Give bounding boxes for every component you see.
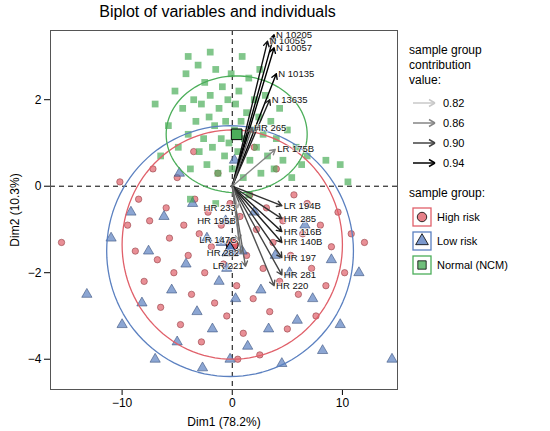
svg-text:contribution: contribution	[409, 58, 471, 72]
svg-text:Low risk: Low risk	[437, 235, 478, 247]
svg-text:value:: value:	[409, 73, 441, 87]
svg-text:N 10205: N 10205	[276, 28, 312, 40]
svg-text:LR 175B: LR 175B	[277, 143, 314, 154]
svg-text:0.94: 0.94	[443, 157, 464, 169]
svg-text:sample group: sample group	[409, 43, 482, 57]
svg-text:N 13635: N 13635	[272, 94, 308, 105]
svg-text:Dim1 (78.2%): Dim1 (78.2%)	[187, 415, 260, 429]
svg-text:0.90: 0.90	[443, 137, 464, 149]
svg-text:0: 0	[35, 179, 42, 193]
svg-text:HR 285: HR 285	[284, 213, 316, 224]
svg-text:HR 116B: HR 116B	[284, 226, 322, 237]
html-text:Biplot of variables and indivi: Biplot of variables and individuals	[99, 3, 336, 20]
svg-text:10: 10	[336, 396, 350, 410]
svg-text:HR 140B: HR 140B	[284, 236, 323, 247]
svg-text:HR 281: HR 281	[284, 269, 316, 280]
svg-text:HR 195B: HR 195B	[197, 215, 236, 226]
svg-text:−2: −2	[28, 266, 42, 280]
svg-text:HR 220: HR 220	[276, 280, 308, 291]
svg-text:LR 147C: LR 147C	[199, 234, 237, 245]
svg-text:High risk: High risk	[437, 211, 480, 223]
svg-text:HR 282: HR 282	[207, 247, 239, 258]
svg-text:N 10057: N 10057	[276, 42, 312, 53]
svg-text:LR 221: LR 221	[213, 260, 244, 271]
svg-text:HR 197: HR 197	[284, 252, 316, 263]
svg-text:2: 2	[35, 93, 42, 107]
svg-text:LR 194B: LR 194B	[284, 200, 321, 211]
svg-text:N 10135: N 10135	[278, 68, 314, 79]
svg-text:HR 265: HR 265	[254, 122, 286, 133]
svg-text:Dim2 (10.3%): Dim2 (10.3%)	[8, 173, 22, 246]
svg-text:−4: −4	[28, 352, 42, 366]
svg-text:Normal (NCM): Normal (NCM)	[437, 259, 508, 271]
svg-text:0: 0	[229, 396, 236, 410]
svg-text:−10: −10	[112, 396, 133, 410]
svg-text:HR 233: HR 233	[204, 202, 236, 213]
svg-text:sample group:: sample group:	[409, 186, 485, 200]
svg-text:0.86: 0.86	[443, 117, 464, 129]
svg-text:0.82: 0.82	[443, 97, 464, 109]
